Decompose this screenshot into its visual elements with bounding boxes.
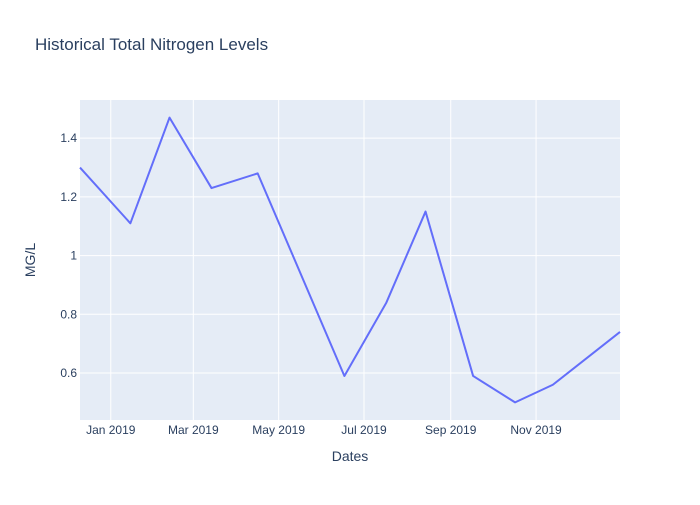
y-axis-ticks: 0.6 0.8 1 1.2 1.4 [60, 131, 77, 380]
x-tick-label: Jul 2019 [341, 423, 387, 437]
x-tick-label: Sep 2019 [425, 423, 477, 437]
x-axis-ticks: Jan 2019 Mar 2019 May 2019 Jul 2019 Sep 2019… [86, 423, 562, 437]
x-gridlines [110, 100, 537, 420]
x-tick-label: May 2019 [252, 423, 305, 437]
y-axis-label: MG/L [22, 243, 38, 277]
series-line [79, 116, 621, 404]
x-tick-label: Mar 2019 [168, 423, 219, 437]
y-tick-label: 0.6 [60, 366, 77, 380]
y-tick-label: 1.2 [60, 190, 77, 204]
plot-area [80, 100, 620, 420]
y-tick-label: 0.8 [60, 307, 77, 321]
chart-title: Historical Total Nitrogen Levels [35, 35, 268, 54]
series-layer [79, 116, 621, 404]
y-tick-label: 1 [70, 249, 77, 263]
y-tick-label: 1.4 [60, 131, 77, 145]
x-axis-label: Dates [332, 448, 369, 464]
x-tick-label: Jan 2019 [86, 423, 136, 437]
x-tick-label: Nov 2019 [510, 423, 562, 437]
y-gridlines [80, 137, 620, 374]
